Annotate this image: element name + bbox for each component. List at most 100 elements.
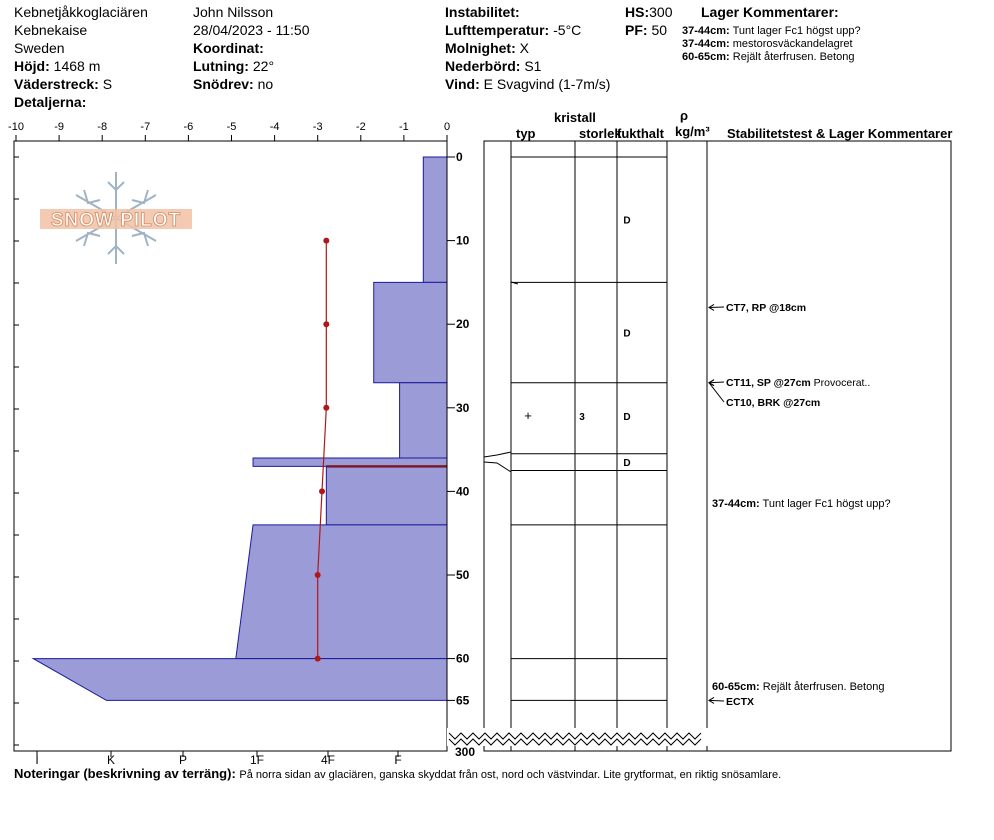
stability-test-code: ECTX — [726, 696, 754, 708]
column-header-kristall: kristall — [554, 110, 596, 125]
hardness-layer — [373, 281, 448, 384]
depth-tick-label: 10 — [456, 234, 470, 248]
layer-connector — [483, 451, 512, 458]
aspect-label: Väderstreck: — [14, 76, 99, 92]
airtemp-row: Lufttemperatur: -5°C — [445, 22, 581, 38]
details-label: Detaljerna: — [14, 94, 87, 110]
layer-comment-text: Rejält återfrusen. Betong — [732, 51, 855, 63]
footer-text: På norra sidan av glaciären, ganska skyd… — [239, 769, 782, 781]
depth-tick-label: 30 — [456, 401, 470, 415]
location-name: Kebnetjåkkoglaciären — [14, 4, 148, 20]
layer-comment-range: 37-44cm: — [682, 38, 730, 50]
pf-label: PF: — [625, 22, 648, 38]
hardness-tick-label: F — [394, 753, 401, 767]
hardness-layer — [325, 465, 448, 526]
stability-test-label: CT10, BRK @27cm — [726, 397, 820, 409]
grain-type: + — [524, 408, 532, 423]
stability-test-arrow — [708, 382, 725, 403]
layer-comment-range: 37-44cm: — [682, 25, 730, 37]
hardness-tick-label: K — [107, 753, 115, 767]
wind-label: Vind: — [445, 76, 480, 92]
stability-test-label: CT7, RP @18cm — [726, 302, 806, 314]
profile-comment: 60-65cm: Rejält återfrusen. Betong — [712, 681, 884, 693]
hardness-tick-label: 1F — [250, 753, 264, 767]
layer-table-frame — [483, 140, 952, 752]
layer-connector — [510, 281, 519, 285]
column-header-typ: typ — [516, 126, 536, 141]
profile-comment: 37-44cm: Tunt lager Fc1 högst upp? — [712, 498, 891, 510]
axis-break-line — [448, 738, 702, 746]
profile-comment-range: 37-44cm: — [712, 498, 760, 510]
pf-value: 50 — [651, 22, 668, 38]
arrowhead-icon — [708, 304, 715, 311]
elevation-row: Höjd: 1468 m — [14, 58, 100, 74]
layer-comments-title: Lager Kommentarer: — [701, 4, 839, 20]
hardness-tick-label: P — [179, 753, 187, 767]
depth-tick-label: 20 — [456, 317, 470, 331]
moisture-value: D — [623, 458, 630, 469]
wind-row: Vind: E Svagvind (1-7m/s) — [445, 76, 610, 92]
cloud-value: X — [519, 40, 529, 56]
observer-name: John Nilsson — [193, 4, 274, 20]
layer-comment-2: 37-44cm: mestorosväckandelagret — [682, 38, 853, 50]
logo-text: SNOW PILOT — [51, 210, 181, 231]
temperature-tick-label: -4 — [270, 121, 280, 133]
arrowhead-icon — [708, 379, 715, 387]
snow-profile-chart: SNOW PILOT -10 -9 -8 -7 -6 -5 -4 -3 -2 -1 0I K P 1F 4F… — [8, 121, 952, 767]
temperature-tick-label: -3 — [313, 121, 323, 133]
slope-value: 22° — [252, 58, 275, 74]
temperature-line — [317, 240, 327, 659]
profile-comment-range: 60-65cm: — [712, 681, 760, 693]
profile-comment-text: Rejält återfrusen. Betong — [760, 681, 885, 693]
hardness-tick-label: 4F — [321, 753, 335, 767]
hardness-layer — [31, 658, 448, 701]
hs-row: HS:300 — [625, 4, 672, 20]
layer-comment-1: 37-44cm: Tunt lager Fc1 högst upp? — [682, 25, 861, 37]
depth-tick-label: 50 — [456, 568, 470, 582]
aspect-row: Väderstreck: S — [14, 76, 112, 92]
pf-row: PF: 50 — [625, 22, 667, 38]
hardness-tick-label: I — [35, 753, 38, 767]
hardness-layer — [235, 524, 448, 660]
temperature-tick-label: -5 — [227, 121, 237, 133]
country-name: Sweden — [14, 40, 65, 56]
mountain-name: Kebnekaise — [14, 22, 88, 38]
depth-tick-label: 60 — [456, 652, 470, 666]
temperature-tick-label: 0 — [444, 121, 450, 133]
temperature-tick-label: -2 — [356, 121, 366, 133]
grain-size: 3 — [579, 412, 585, 423]
temperature-tick-label: -7 — [140, 121, 150, 133]
snowpilot-logo: SNOW PILOT — [40, 172, 192, 264]
temperature-tick-label: -1 — [399, 121, 409, 133]
layer-comment-text: mestorosväckandelagret — [732, 38, 853, 50]
temperature-point — [323, 404, 330, 411]
drift-label: Snödrev: — [193, 76, 254, 92]
stability-test-code: CT11, SP @27cm — [726, 377, 811, 389]
stability-test-comment: Provocerat.. — [811, 377, 871, 389]
temperature-profile — [314, 237, 330, 662]
chart-axes: -10 -9 -8 -7 -6 -5 -4 -3 -2 -1 0I K P 1F 4F F0102030405… — [8, 121, 709, 767]
airtemp-label: Lufttemperatur: — [445, 22, 550, 38]
hardness-layer — [252, 457, 448, 467]
moisture-value: D — [623, 329, 630, 340]
footer-label: Noteringar (beskrivning av terräng): — [14, 766, 236, 781]
hs-value: 300 — [649, 4, 673, 20]
stability-test-label: ECTX — [726, 696, 754, 708]
column-header-storlek: storlek — [579, 126, 622, 141]
depth-tick-label: 40 — [456, 484, 470, 498]
precip-row: Nederbörd: S1 — [445, 58, 541, 74]
layer-comment-3: 60-65cm: Rejält återfrusen. Betong — [682, 51, 854, 63]
precip-label: Nederbörd: — [445, 58, 521, 74]
airtemp-value: -5°C — [553, 22, 582, 38]
column-header-stability: Stabilitetstest & Lager Kommentarer — [727, 126, 953, 141]
stability-test-arrow — [708, 699, 725, 702]
column-header-rho: ρ — [680, 108, 689, 123]
elevation-label: Höjd: — [14, 58, 50, 74]
cloud-row: Molnighet: X — [445, 40, 529, 56]
layer-comment-text: Tunt lager Fc1 högst upp? — [732, 25, 861, 37]
layer-comment-range: 60-65cm: — [682, 51, 730, 63]
temperature-point — [314, 655, 321, 662]
profile-plot-frame — [13, 140, 448, 752]
moisture-value: D — [623, 412, 630, 423]
stability-test-label: CT11, SP @27cm Provocerat.. — [726, 377, 870, 389]
